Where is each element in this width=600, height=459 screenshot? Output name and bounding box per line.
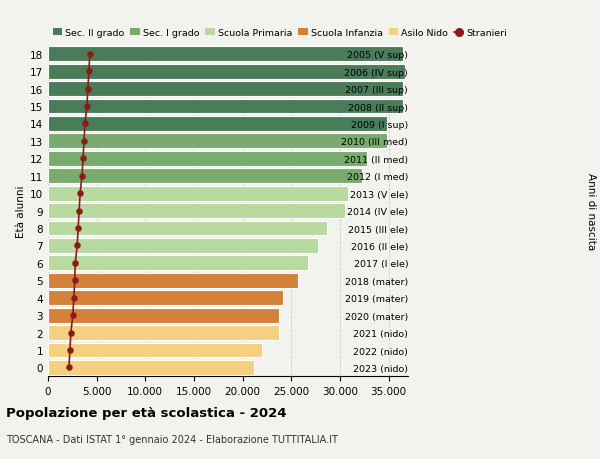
Point [79,138,89,145]
Bar [48,239,317,253]
Bar [48,169,362,184]
Bar [48,325,278,340]
Bar [48,47,403,62]
Point [68,312,77,319]
Point [80,121,90,128]
Point [64,364,74,371]
Bar [48,134,386,149]
Point [73,225,83,232]
Text: Anni di nascita: Anni di nascita [586,173,596,250]
Bar [48,221,327,236]
Bar [48,273,298,288]
Bar [48,117,386,132]
Bar [48,186,347,201]
Bar [48,308,278,323]
Point [73,242,82,250]
Point [70,277,80,285]
Point [85,51,95,58]
Point [84,68,94,76]
Bar [48,360,254,375]
Point [76,190,85,197]
Point [65,347,74,354]
Bar [48,100,403,114]
Point [83,86,92,93]
Bar [48,82,403,97]
Point [66,329,76,336]
Bar [48,343,262,358]
Point [78,155,88,162]
Point [74,207,84,215]
Bar [48,291,283,306]
Legend: Sec. II grado, Sec. I grado, Scuola Primaria, Scuola Infanzia, Asilo Nido, Stran: Sec. II grado, Sec. I grado, Scuola Prim… [53,29,508,38]
Point [77,173,87,180]
Bar [48,256,308,271]
Y-axis label: Età alunni: Età alunni [16,185,26,237]
Bar [48,204,345,218]
Point [69,294,79,302]
Bar [48,65,405,79]
Point [82,103,92,111]
Bar [48,151,367,166]
Text: TOSCANA - Dati ISTAT 1° gennaio 2024 - Elaborazione TUTTITALIA.IT: TOSCANA - Dati ISTAT 1° gennaio 2024 - E… [6,434,338,444]
Text: Popolazione per età scolastica - 2024: Popolazione per età scolastica - 2024 [6,406,287,419]
Point [70,260,80,267]
